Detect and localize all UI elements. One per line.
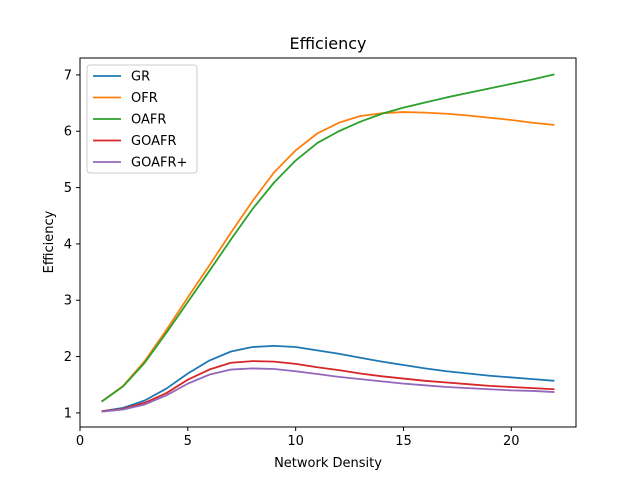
y-tick-label: 3 xyxy=(64,294,72,309)
series-line-goafr xyxy=(101,360,555,413)
y-tick-label: 1 xyxy=(64,406,72,421)
x-axis-label: Network Density xyxy=(274,456,382,471)
series-line-goafr-plus xyxy=(101,367,555,413)
plot-area: 0 5 10 15 20 1 2 3 4 5 6 7 xyxy=(64,57,577,449)
legend-box xyxy=(86,64,198,174)
y-tick-label: 6 xyxy=(64,125,72,140)
y-tick-label: 5 xyxy=(64,181,72,196)
axes-frame xyxy=(79,57,577,428)
y-axis-label: Efficiency xyxy=(42,210,57,273)
y-tick-label: 7 xyxy=(64,68,72,83)
legend-label: GOAFR+ xyxy=(131,156,187,171)
legend-label: GOAFR xyxy=(131,134,176,149)
chart-title: Efficiency xyxy=(289,34,366,53)
series-line-ofr xyxy=(101,111,555,403)
series-line-oafr xyxy=(101,73,555,403)
legend: GR OFR OAFR GOAFR GOAFR+ xyxy=(86,64,198,174)
legend-label: GR xyxy=(131,70,150,85)
y-tick-label: 2 xyxy=(64,350,72,365)
series-lines xyxy=(101,73,555,413)
legend-label: OAFR xyxy=(131,113,166,128)
series-line-gr xyxy=(101,344,555,413)
x-tick-label: 5 xyxy=(184,434,192,449)
x-axis-ticks: 0 5 10 15 20 xyxy=(76,427,520,449)
legend-label: OFR xyxy=(131,91,158,106)
x-tick-label: 0 xyxy=(76,434,84,449)
y-tick-label: 4 xyxy=(64,237,72,252)
x-tick-label: 10 xyxy=(287,434,304,449)
x-tick-label: 15 xyxy=(395,434,412,449)
y-axis-ticks: 1 2 3 4 5 6 7 xyxy=(64,68,80,421)
x-tick-label: 20 xyxy=(503,434,520,449)
